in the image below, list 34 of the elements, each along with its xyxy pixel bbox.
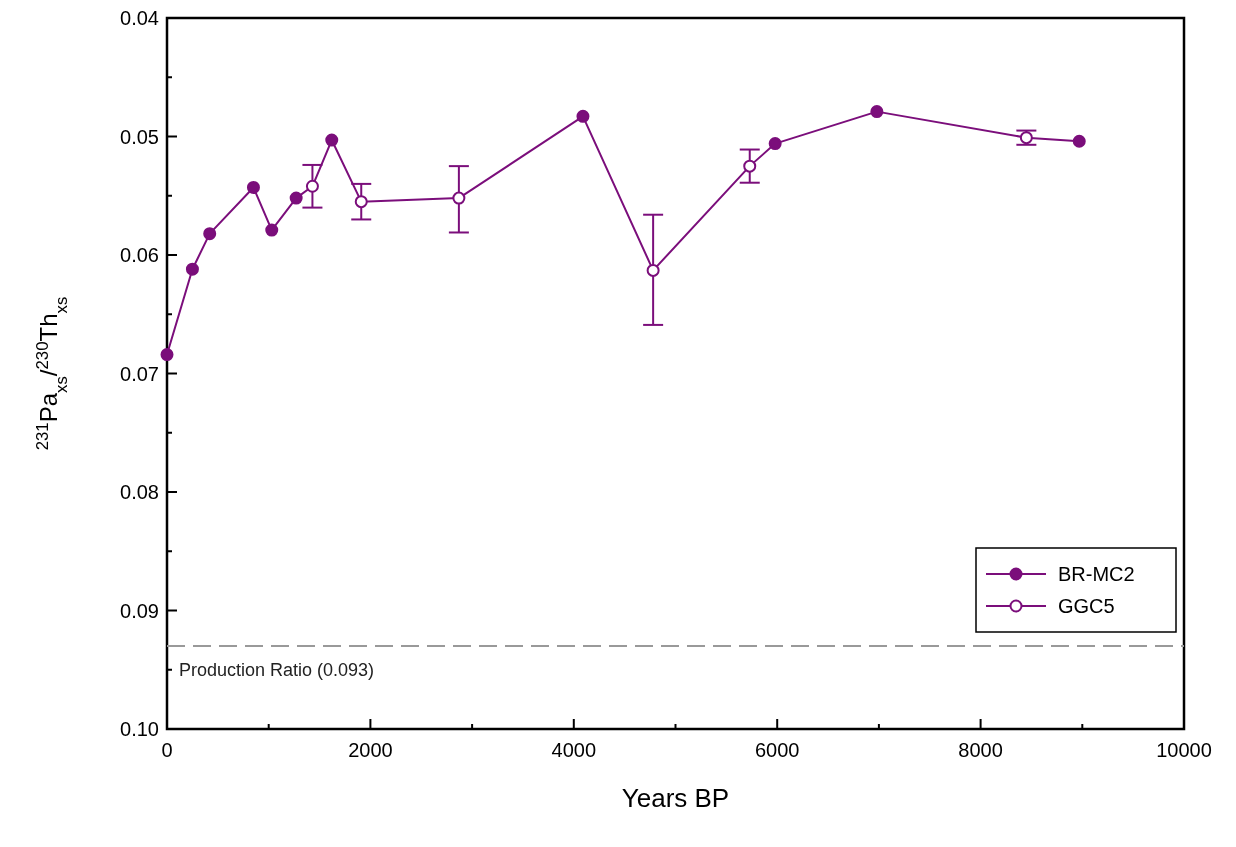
x-tick-label: 10000 [1156,739,1212,761]
point [1072,134,1086,148]
point [1019,131,1033,145]
y-tick-label: 0.05 [120,125,159,148]
point [870,105,884,119]
ref-line-label: Production Ratio (0.093) [179,660,375,681]
point [743,159,757,173]
point [246,180,260,194]
point [768,137,782,151]
point [185,262,199,276]
x-tick-label: 2000 [348,739,393,761]
point [203,227,217,241]
point [452,191,466,205]
y-tick-label: 0.06 [120,244,159,266]
x-tick-label: 6000 [754,739,800,761]
legend-label: GGC5 [1058,595,1115,617]
y-tick-label: 0.08 [120,481,159,503]
legend-label: BR-MC2 [1058,563,1135,585]
point [289,191,303,205]
y-tick-label: 0.10 [120,718,159,740]
y-tick-label: 0.09 [120,599,159,622]
y-tick-label: 0.07 [120,362,159,385]
point [305,179,319,193]
point [576,109,590,123]
x-tick-label: 0 [161,739,173,761]
point [354,195,368,209]
point [265,223,279,237]
y-tick-label: 0.04 [120,7,159,29]
point [160,348,174,362]
point [325,133,339,147]
point [646,263,660,277]
x-tick-label: 8000 [958,739,1003,761]
x-axis-title: Years BP [621,783,730,813]
x-tick-label: 4000 [551,739,597,761]
